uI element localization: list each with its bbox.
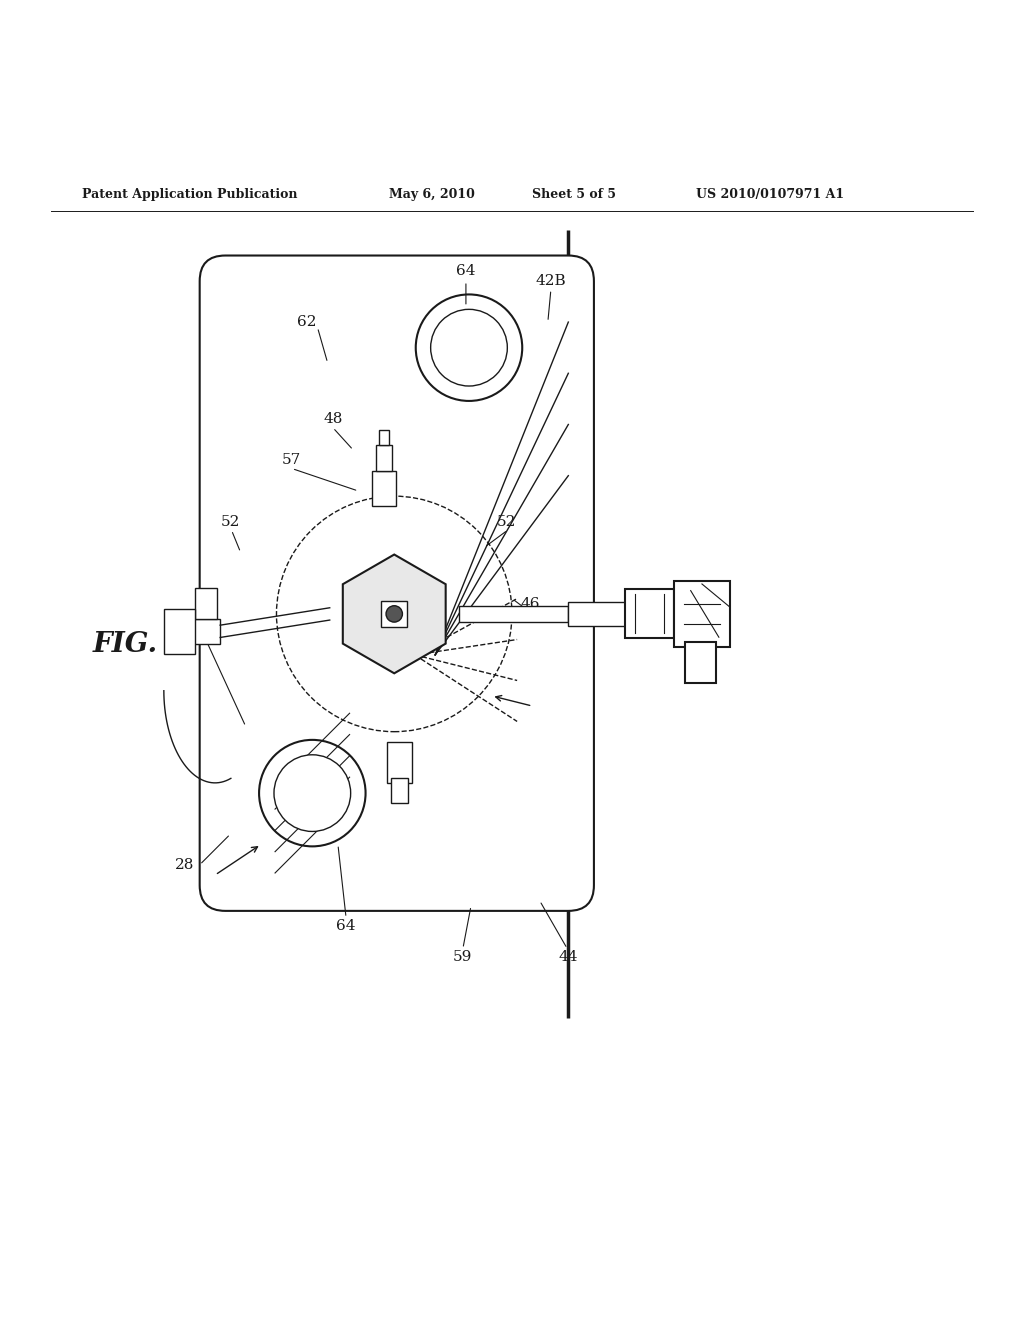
Circle shape [386,606,402,622]
Text: 42B: 42B [536,275,566,288]
FancyBboxPatch shape [200,256,594,911]
Bar [387,742,412,783]
Bar [372,470,396,507]
Text: Patent Application Publication: Patent Application Publication [82,187,297,201]
Bar [164,609,195,653]
Bar [379,429,389,445]
Circle shape [259,741,366,846]
Text: 52: 52 [221,515,240,529]
Text: 62: 62 [297,315,317,329]
Text: 64: 64 [336,919,356,933]
Bar [376,445,392,470]
Text: 52: 52 [498,515,516,529]
Text: 57: 57 [283,453,301,467]
Bar [195,589,217,619]
Bar [381,601,408,627]
Text: 48: 48 [324,412,342,426]
Bar [179,619,220,644]
Bar [391,777,408,804]
Text: 44: 44 [558,950,579,964]
Circle shape [431,309,507,385]
Bar [459,606,568,622]
Text: 42A: 42A [184,622,215,636]
Text: 46: 46 [520,597,541,611]
Bar [625,589,674,639]
Circle shape [416,294,522,401]
Text: FIG. 5: FIG. 5 [92,631,186,659]
Bar [685,642,716,682]
Text: May 6, 2010: May 6, 2010 [389,187,475,201]
Text: 59: 59 [454,950,472,964]
Text: 64: 64 [456,264,476,279]
Bar [568,602,625,626]
Text: Sheet 5 of 5: Sheet 5 of 5 [532,187,616,201]
Polygon shape [343,554,445,673]
Bar [674,581,730,647]
Text: 28: 28 [175,858,194,871]
Circle shape [274,755,350,832]
Circle shape [276,496,512,731]
Text: US 2010/0107971 A1: US 2010/0107971 A1 [696,187,845,201]
